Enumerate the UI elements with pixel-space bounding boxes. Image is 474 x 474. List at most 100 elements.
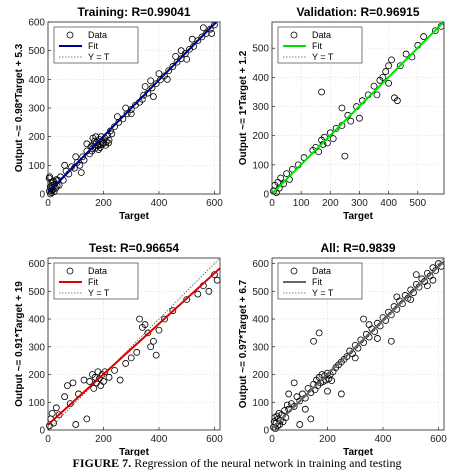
data-point bbox=[315, 148, 323, 156]
x-axis-label: Target bbox=[119, 447, 149, 456]
data-point bbox=[385, 79, 393, 87]
chart-title: All: R=0.9839 bbox=[320, 241, 395, 255]
x-tick-label: 100 bbox=[293, 198, 310, 209]
data-point bbox=[301, 405, 309, 413]
data-point bbox=[365, 321, 373, 328]
data-point bbox=[198, 33, 206, 41]
y-tick-label: 200 bbox=[252, 131, 269, 142]
y-tick-label: 600 bbox=[28, 259, 45, 270]
y-axis-label: Output ~= 1*Target + 1.2 bbox=[238, 50, 249, 165]
data-point bbox=[127, 354, 135, 362]
data-point bbox=[385, 62, 393, 70]
data-point bbox=[310, 337, 318, 345]
data-point bbox=[347, 117, 355, 125]
fit-line bbox=[272, 260, 444, 429]
data-point bbox=[95, 146, 102, 153]
data-point bbox=[163, 75, 171, 83]
data-point bbox=[48, 409, 56, 417]
data-point bbox=[296, 421, 304, 428]
x-axis-label: Target bbox=[343, 447, 373, 456]
fit-line bbox=[272, 22, 444, 194]
data-point bbox=[208, 30, 216, 37]
y-tick-label: 500 bbox=[252, 44, 269, 55]
data-point bbox=[100, 378, 107, 385]
data-point bbox=[72, 153, 80, 161]
x-tick-label: 300 bbox=[351, 198, 368, 209]
y-tick-label: 300 bbox=[28, 104, 45, 115]
data-point bbox=[332, 125, 340, 132]
chart-title: Test: R=0.96654 bbox=[89, 241, 179, 255]
x-tick-label: 500 bbox=[409, 198, 426, 209]
caption-text: Regression of the neural network in trai… bbox=[131, 456, 402, 470]
y-tick-label: 0 bbox=[39, 190, 45, 201]
data-point bbox=[150, 93, 157, 100]
fit-line bbox=[48, 267, 220, 426]
data-point bbox=[52, 404, 60, 412]
x-tick-label: 200 bbox=[322, 198, 339, 209]
data-point bbox=[105, 139, 112, 147]
data-point bbox=[199, 24, 207, 32]
data-point bbox=[315, 329, 323, 337]
data-point bbox=[122, 104, 130, 112]
plot-frame bbox=[271, 257, 445, 431]
data-point bbox=[72, 421, 80, 428]
y-axis-label: Output ~= 0.97*Target + 6.7 bbox=[238, 279, 249, 408]
chart-1: 0 100 200 300 400 500 0 100 200 300 400 500 Validati… bbox=[238, 5, 445, 222]
data-point bbox=[290, 403, 298, 410]
data-point bbox=[150, 337, 157, 345]
data-point bbox=[111, 123, 118, 131]
y-tick-label: 200 bbox=[28, 370, 45, 381]
y-tick-label: 100 bbox=[28, 161, 45, 172]
data-point bbox=[290, 379, 298, 387]
data-point bbox=[341, 152, 349, 160]
x-axis-label: Target bbox=[119, 211, 149, 222]
data-point bbox=[169, 307, 177, 315]
data-point bbox=[296, 397, 304, 405]
data-point bbox=[113, 113, 121, 120]
data-point bbox=[61, 161, 69, 169]
data-point bbox=[148, 84, 156, 92]
data-point bbox=[77, 169, 85, 176]
y-tick-label: 300 bbox=[252, 102, 269, 113]
data-point bbox=[90, 384, 98, 392]
y-axis-label: Output ~= 0.91*Target + 19 bbox=[14, 281, 25, 407]
data-point bbox=[55, 411, 63, 419]
x-tick-label: 200 bbox=[95, 198, 112, 209]
data-point bbox=[396, 62, 404, 70]
data-point bbox=[432, 267, 440, 274]
data-point bbox=[46, 173, 54, 181]
y-tick-label: 500 bbox=[28, 287, 45, 298]
fit-line bbox=[48, 22, 218, 194]
y-tick-label: 100 bbox=[252, 398, 269, 409]
data-point bbox=[183, 55, 191, 63]
data-point bbox=[105, 373, 113, 381]
data-point bbox=[64, 382, 71, 390]
data-point bbox=[141, 321, 149, 328]
data-point bbox=[86, 378, 94, 385]
data-point bbox=[183, 296, 191, 304]
data-point bbox=[83, 140, 91, 148]
data-point bbox=[393, 293, 401, 301]
data-point bbox=[155, 70, 163, 77]
data-point bbox=[420, 33, 427, 40]
data-point bbox=[147, 343, 155, 351]
data-point bbox=[66, 400, 74, 408]
data-point bbox=[136, 315, 143, 323]
figure-caption: FIGURE 7. Regression of the neural netwo… bbox=[0, 456, 474, 471]
data-point bbox=[402, 50, 410, 58]
data-point bbox=[374, 335, 381, 342]
data-point bbox=[379, 73, 387, 81]
y-tick-label: 300 bbox=[28, 342, 45, 353]
legend-label: Data bbox=[312, 266, 331, 276]
data-point bbox=[156, 76, 164, 84]
data-point bbox=[388, 56, 395, 64]
data-point bbox=[190, 42, 198, 50]
data-point bbox=[205, 287, 213, 295]
y-tick-label: 100 bbox=[252, 160, 269, 171]
y-tick-label: 600 bbox=[28, 18, 45, 29]
data-point bbox=[169, 63, 177, 70]
data-point bbox=[83, 415, 91, 423]
data-point bbox=[407, 296, 415, 304]
plot-frame bbox=[271, 21, 445, 195]
x-tick-label: 0 bbox=[45, 434, 51, 445]
